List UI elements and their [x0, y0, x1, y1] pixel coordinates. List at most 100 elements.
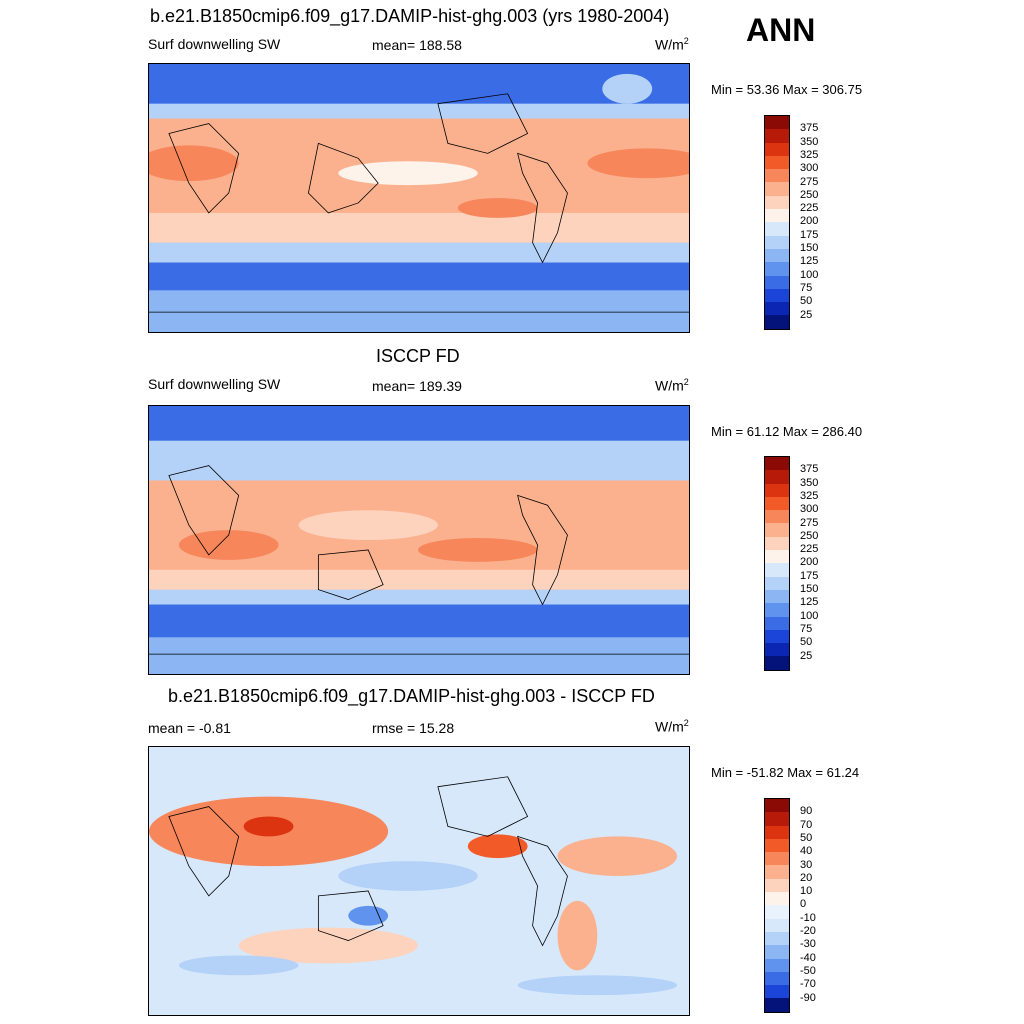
panel-2-colorbar-tick-label: 275	[800, 516, 819, 529]
panel-2-colorbar-color-box	[765, 643, 789, 657]
panel-1-colorbar-tick-label: 325	[800, 148, 819, 161]
panel-3-colorbar-color-box	[765, 918, 789, 932]
panel-3-colorbar-color-box	[765, 931, 789, 946]
panel-1-variable-label: Surf downwelling SW	[148, 36, 281, 52]
panel-1-colorbar-color-box	[765, 275, 789, 289]
panel-2-colorbar-color-box	[765, 523, 789, 537]
panel-3-mean-label: mean = -0.81	[148, 720, 231, 736]
panel-2-colorbar	[764, 456, 790, 671]
panel-3-colorbar-color-box	[765, 838, 789, 853]
panel-1-colorbar-color-box	[765, 235, 789, 249]
panel-2-title: ISCCP FD	[376, 346, 460, 366]
panel-3-colorbar-tick-label: -40	[800, 951, 816, 964]
panel-2-colorbar-color-box	[765, 483, 789, 497]
panel-2-colorbar-color-box	[765, 656, 789, 670]
panel-1-colorbar-color-box	[765, 288, 789, 303]
panel-2-map	[148, 405, 690, 675]
panel-1-colorbar	[764, 115, 790, 330]
panel-1-colorbar-tick-label: 50	[800, 295, 813, 308]
panel-1-colorbar-tick-label: 350	[800, 135, 819, 148]
panel-2-colorbar-color-box	[765, 563, 789, 577]
panel-3-colorbar-tick-label: 10	[800, 885, 813, 898]
panel-1-colorbar-color-box	[765, 129, 789, 143]
panel-2-colorbar-tick-label: 250	[800, 529, 819, 542]
panel-3-colorbar	[764, 798, 790, 1013]
panel-1-colorbar-color-box	[765, 142, 789, 156]
panel-1-colorbar-color-box	[765, 182, 789, 196]
panel-3-rmse-label: rmse = 15.28	[372, 720, 455, 736]
panel-3-colorbar-color-box	[765, 812, 789, 826]
panel-1-colorbar-color-box	[765, 155, 789, 170]
panel-3-map	[148, 746, 690, 1016]
panel-2-minmax: Min = 61.12 Max = 286.40	[711, 424, 863, 439]
panel-1-colorbar-tick-label: 100	[800, 268, 819, 281]
panel-1-colorbar-color-box	[765, 116, 789, 130]
panel-2-colorbar-tick-label: 75	[800, 622, 813, 635]
panel-3-colorbar-color-box	[765, 905, 789, 919]
panel-1-map	[148, 63, 690, 333]
panel-2-colorbar-tick-label: 100	[800, 609, 819, 622]
panel-1-colorbar-tick-label: 275	[800, 175, 819, 188]
panel-3-colorbar-tick-label: 50	[800, 831, 813, 844]
panel-2-colorbar-tick-label: 50	[800, 636, 813, 649]
season-label: ANN	[746, 12, 816, 48]
panel-1-colorbar-color-box	[765, 262, 789, 276]
panel-3-units-label: W/m2	[655, 718, 689, 735]
panel-1-colorbar-tick-label: 25	[800, 308, 813, 321]
panel-3-colorbar-color-box	[765, 892, 789, 906]
panel-1-colorbar-tick-label: 300	[800, 162, 819, 175]
panel-2-colorbar-tick-label: 125	[800, 596, 819, 609]
panel-2-colorbar-color-box	[765, 576, 789, 590]
panel-3-colorbar-tick-label: 20	[800, 871, 813, 884]
panel-3-colorbar-color-box	[765, 865, 789, 879]
panel-2-colorbar-color-box	[765, 470, 789, 484]
panel-1-colorbar-color-box	[765, 169, 789, 183]
panel-2-colorbar-color-box	[765, 629, 789, 644]
panel-1-colorbar-tick-label: 75	[800, 281, 813, 294]
panel-1-colorbar-tick-label: 125	[800, 255, 819, 268]
panel-2-colorbar-tick-label: 200	[800, 556, 819, 569]
panel-2-colorbar-color-box	[765, 603, 789, 617]
panel-2-colorbar-tick-label: 175	[800, 569, 819, 582]
panel-2-colorbar-color-box	[765, 457, 789, 471]
panel-2-colorbar-color-box	[765, 496, 789, 511]
panel-3-colorbar-color-box	[765, 971, 789, 986]
panel-1-minmax: Min = 53.36 Max = 306.75	[711, 82, 863, 97]
panel-2-colorbar-color-box	[765, 536, 789, 551]
panel-3-colorbar-tick-label: 70	[800, 818, 813, 831]
panel-3-colorbar-color-box	[765, 878, 789, 893]
panel-1-colorbar-tick-label: 200	[800, 215, 819, 228]
panel-3-colorbar-tick-label: -30	[800, 938, 816, 951]
panel-1-colorbar-color-box	[765, 222, 789, 236]
panel-2-colorbar-tick-label: 375	[800, 463, 819, 476]
panel-1-colorbar-color-box	[765, 315, 789, 329]
panel-2-colorbar-tick-label: 150	[800, 583, 819, 595]
panel-1-colorbar-tick-label: 225	[800, 202, 819, 215]
panel-2-colorbar-tick-label: 300	[800, 503, 819, 516]
panel-2-colorbar-color-box	[765, 510, 789, 524]
panel-1-colorbar-color-box	[765, 248, 789, 263]
panel-2-colorbar-color-box	[765, 589, 789, 604]
panel-3-minmax: Min = -51.82 Max = 61.24	[711, 765, 860, 780]
panel-2-colorbar-color-box	[765, 550, 789, 564]
panel-2-variable-label: Surf downwelling SW	[148, 376, 281, 392]
panel-1-mean-label: mean= 188.58	[372, 37, 462, 53]
panel-2-colorbar-tick-label: 350	[800, 476, 819, 489]
panel-3-colorbar-tick-label: -90	[800, 991, 816, 1004]
panel-3-colorbar-tick-label: -50	[800, 964, 816, 977]
panel-3-colorbar-tick-label: 30	[800, 858, 813, 871]
panel-3-colorbar-tick-label: 0	[800, 898, 807, 911]
panel-1-title: b.e21.B1850cmip6.f09_g17.DAMIP-hist-ghg.…	[150, 6, 670, 26]
panel-1-units-label: W/m2	[655, 36, 689, 53]
panel-3-colorbar-tick-label: -20	[800, 925, 816, 937]
panel-2-colorbar-tick-label: 25	[800, 649, 813, 662]
panel-3-colorbar-tick-label: -10	[800, 911, 816, 924]
panel-1-colorbar-tick-label: 375	[800, 122, 819, 135]
panel-3-colorbar-color-box	[765, 799, 789, 813]
panel-3-title: b.e21.B1850cmip6.f09_g17.DAMIP-hist-ghg.…	[168, 686, 655, 706]
panel-2-colorbar-tick-label: 225	[800, 543, 819, 556]
panel-3-colorbar-tick-label: 90	[800, 805, 813, 818]
panel-1-colorbar-color-box	[765, 195, 789, 210]
panel-1-colorbar-color-box	[765, 209, 789, 223]
panel-3-colorbar-color-box	[765, 998, 789, 1012]
